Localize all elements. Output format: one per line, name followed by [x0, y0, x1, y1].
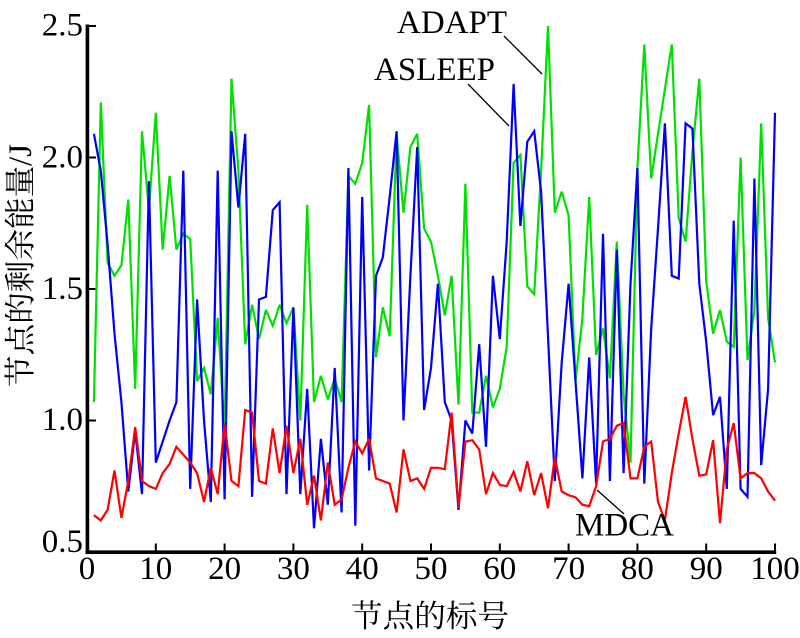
svg-text:2.0: 2.0 — [42, 139, 83, 175]
svg-text:ASLEEP: ASLEEP — [374, 52, 495, 88]
svg-text:0.5: 0.5 — [42, 524, 83, 560]
svg-text:0: 0 — [79, 551, 96, 587]
svg-text:/J: /J — [3, 144, 39, 166]
svg-text:20: 20 — [208, 551, 241, 587]
svg-text:MDCA: MDCA — [575, 508, 674, 544]
svg-text:10: 10 — [139, 551, 172, 587]
svg-text:40: 40 — [346, 551, 379, 587]
svg-text:100: 100 — [750, 551, 800, 587]
svg-text:1.5: 1.5 — [42, 271, 83, 307]
svg-text:60: 60 — [483, 551, 516, 587]
svg-text:70: 70 — [552, 551, 585, 587]
svg-text:1.0: 1.0 — [42, 402, 83, 438]
svg-text:ADAPT: ADAPT — [397, 5, 507, 41]
svg-text:2.5: 2.5 — [42, 8, 83, 44]
svg-text:90: 90 — [690, 551, 723, 587]
svg-text:80: 80 — [621, 551, 654, 587]
svg-text:50: 50 — [415, 551, 448, 587]
svg-text:30: 30 — [277, 551, 310, 587]
